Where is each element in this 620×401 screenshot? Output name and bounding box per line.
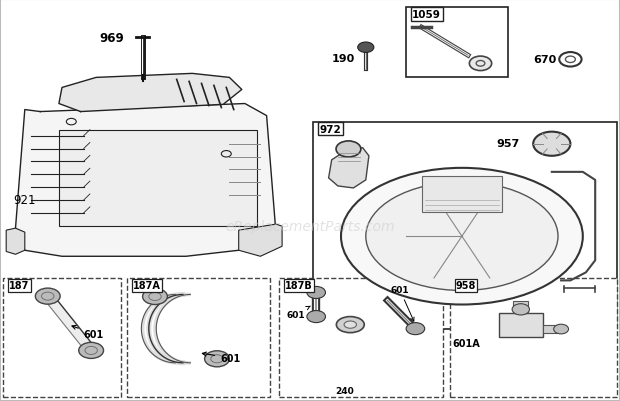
Circle shape: [554, 324, 569, 334]
Polygon shape: [59, 74, 242, 112]
Bar: [406, 8, 508, 78]
Text: 957: 957: [496, 139, 520, 148]
Circle shape: [469, 57, 492, 71]
Text: 601: 601: [286, 306, 311, 319]
Text: 670: 670: [533, 55, 557, 65]
Text: 187B: 187B: [285, 281, 313, 291]
Text: 187: 187: [9, 281, 30, 291]
Ellipse shape: [344, 321, 356, 328]
Text: 969: 969: [99, 32, 124, 45]
Text: 187A: 187A: [133, 281, 161, 291]
Text: 1059: 1059: [412, 10, 441, 20]
Circle shape: [35, 288, 60, 304]
Polygon shape: [16, 104, 276, 257]
Polygon shape: [329, 148, 369, 188]
Text: 601A: 601A: [453, 338, 480, 348]
Text: 601: 601: [72, 326, 104, 339]
Bar: [3, 279, 121, 397]
Text: 601: 601: [202, 352, 241, 363]
Circle shape: [205, 351, 229, 367]
Text: 972: 972: [319, 124, 341, 134]
Circle shape: [512, 304, 529, 315]
Bar: [127, 279, 270, 397]
Circle shape: [406, 323, 425, 335]
Circle shape: [533, 132, 570, 156]
Bar: [499, 313, 542, 337]
Ellipse shape: [336, 317, 364, 333]
Circle shape: [143, 289, 167, 305]
Circle shape: [358, 43, 374, 53]
Circle shape: [336, 142, 361, 158]
Text: 921: 921: [14, 194, 36, 207]
Text: 601: 601: [391, 286, 414, 321]
Text: 958: 958: [456, 281, 476, 291]
Bar: [450, 279, 617, 397]
Ellipse shape: [341, 168, 583, 305]
Circle shape: [79, 342, 104, 358]
Polygon shape: [239, 225, 282, 257]
Circle shape: [307, 287, 326, 299]
Ellipse shape: [366, 182, 558, 291]
Polygon shape: [6, 229, 25, 255]
Bar: [542, 326, 558, 333]
Bar: [513, 301, 528, 313]
Circle shape: [307, 311, 326, 323]
Text: 240: 240: [335, 387, 353, 395]
Text: 190: 190: [331, 55, 355, 64]
Bar: [279, 279, 443, 397]
Bar: [422, 176, 502, 213]
Bar: [59, 130, 257, 227]
Polygon shape: [43, 295, 96, 352]
Text: eReplacementParts.com: eReplacementParts.com: [225, 220, 395, 233]
Bar: [313, 122, 617, 329]
